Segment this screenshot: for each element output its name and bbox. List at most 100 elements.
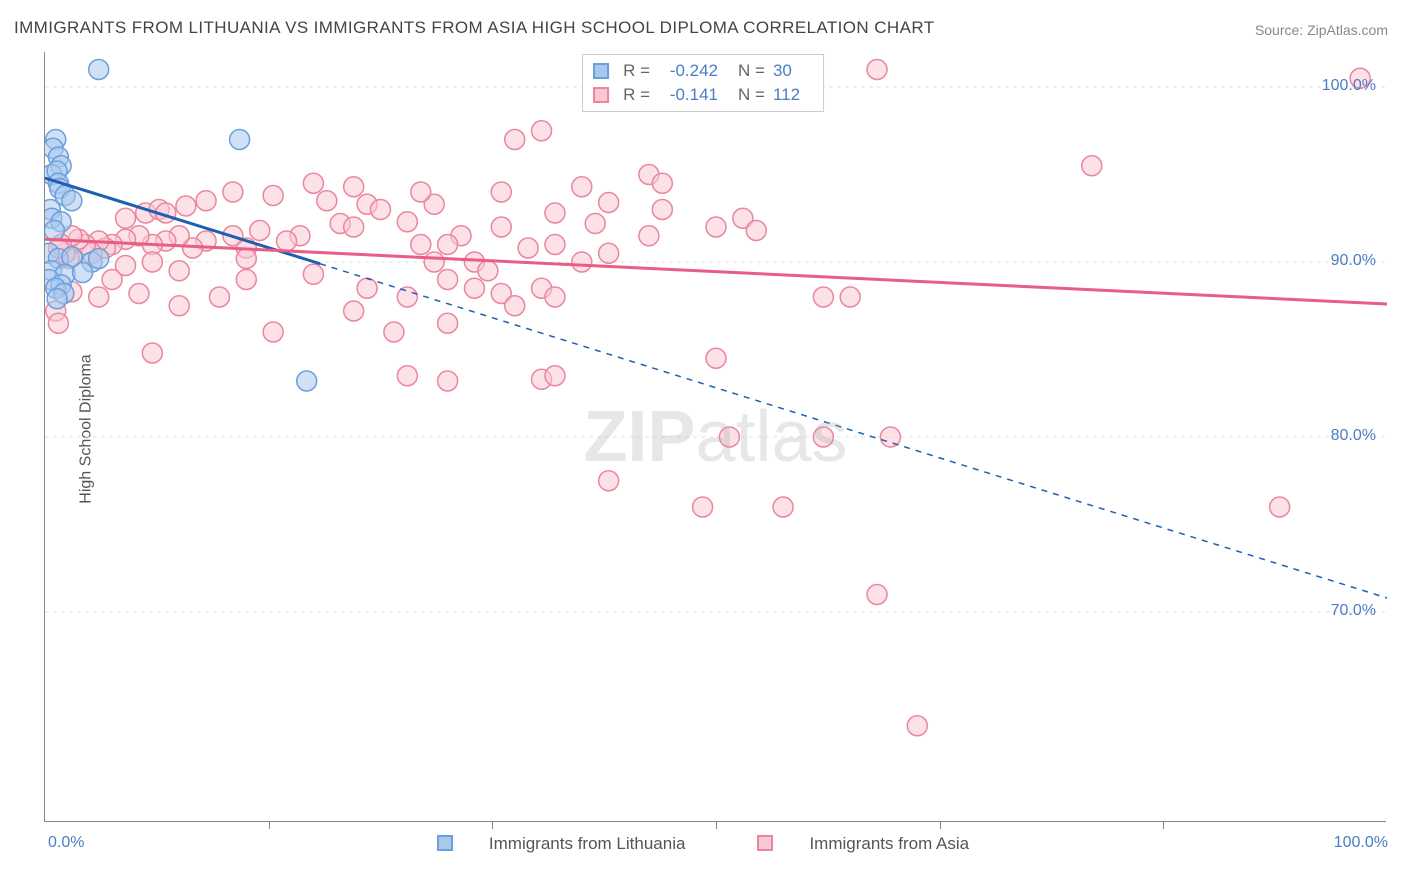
chart-title: IMMIGRANTS FROM LITHUANIA VS IMMIGRANTS … <box>14 18 934 38</box>
data-point <box>116 208 136 228</box>
x-tick <box>269 821 270 829</box>
n-label: N = <box>738 59 765 83</box>
data-point <box>478 261 498 281</box>
source-attribution: Source: ZipAtlas.com <box>1255 22 1388 38</box>
data-point <box>89 249 109 269</box>
data-point <box>599 471 619 491</box>
data-point <box>411 235 431 255</box>
data-point <box>491 217 511 237</box>
data-point <box>438 371 458 391</box>
legend-label: Immigrants from Lithuania <box>489 834 686 853</box>
data-point <box>169 296 189 316</box>
x-tick <box>716 821 717 829</box>
y-tick-label: 90.0% <box>1331 252 1376 270</box>
y-tick-label: 70.0% <box>1331 602 1376 620</box>
r-label: R = <box>623 83 650 107</box>
data-point <box>572 177 592 197</box>
data-point <box>424 252 444 272</box>
data-point <box>176 196 196 216</box>
data-point <box>411 182 431 202</box>
data-point <box>317 191 337 211</box>
data-point <box>209 287 229 307</box>
data-point <box>344 217 364 237</box>
data-point <box>230 130 250 150</box>
data-point <box>706 348 726 368</box>
data-point <box>867 60 887 80</box>
data-point <box>773 497 793 517</box>
data-point <box>746 221 766 241</box>
data-point <box>652 200 672 220</box>
data-point <box>142 252 162 272</box>
data-point <box>371 200 391 220</box>
trend-line-extrapolated <box>320 264 1387 598</box>
data-point <box>599 193 619 213</box>
data-point <box>599 243 619 263</box>
data-point <box>693 497 713 517</box>
data-point <box>397 287 417 307</box>
data-point <box>652 173 672 193</box>
data-point <box>169 261 189 281</box>
data-point <box>384 322 404 342</box>
data-point <box>303 173 323 193</box>
data-point <box>397 366 417 386</box>
data-point <box>545 366 565 386</box>
data-point <box>585 214 605 234</box>
series-swatch <box>593 87 609 103</box>
data-point <box>464 278 484 298</box>
series-swatch <box>593 63 609 79</box>
data-point <box>47 289 67 309</box>
r-value: -0.141 <box>658 83 718 107</box>
scatter-plot <box>45 52 1387 822</box>
data-point <box>438 235 458 255</box>
data-point <box>73 263 93 283</box>
data-point <box>719 427 739 447</box>
data-point <box>639 226 659 246</box>
data-point <box>545 203 565 223</box>
data-point <box>1270 497 1290 517</box>
data-point <box>491 182 511 202</box>
data-point <box>277 231 297 251</box>
data-point <box>438 270 458 290</box>
legend-item: Immigrants from Asia <box>739 834 987 853</box>
data-point <box>116 256 136 276</box>
y-tick-label: 80.0% <box>1331 427 1376 445</box>
n-label: N = <box>738 83 765 107</box>
data-point <box>545 287 565 307</box>
legend-swatch <box>757 835 773 851</box>
data-point <box>129 284 149 304</box>
r-label: R = <box>623 59 650 83</box>
data-point <box>89 60 109 80</box>
data-point <box>867 585 887 605</box>
data-point <box>518 238 538 258</box>
chart-container: IMMIGRANTS FROM LITHUANIA VS IMMIGRANTS … <box>0 0 1406 892</box>
bottom-legend: Immigrants from Lithuania Immigrants from… <box>0 834 1406 854</box>
stats-row: R = -0.141 N = 112 <box>593 83 813 107</box>
data-point <box>505 130 525 150</box>
data-point <box>706 217 726 237</box>
y-tick-label: 100.0% <box>1322 77 1376 95</box>
data-point <box>62 191 82 211</box>
data-point <box>142 343 162 363</box>
data-point <box>344 301 364 321</box>
x-tick <box>1163 821 1164 829</box>
data-point <box>297 371 317 391</box>
data-point <box>545 235 565 255</box>
data-point <box>196 191 216 211</box>
n-value: 112 <box>773 83 813 107</box>
data-point <box>236 249 256 269</box>
x-tick <box>492 821 493 829</box>
legend-item: Immigrants from Lithuania <box>419 834 704 853</box>
plot-area: ZIPatlas 100.0%90.0%80.0%70.0% <box>44 52 1386 822</box>
data-point <box>397 212 417 232</box>
data-point <box>840 287 860 307</box>
data-point <box>813 427 833 447</box>
legend-label: Immigrants from Asia <box>809 834 969 853</box>
data-point <box>263 186 283 206</box>
data-point <box>438 313 458 333</box>
stats-row: R =-0.242N =30 <box>593 59 813 83</box>
data-point <box>303 264 323 284</box>
data-point <box>813 287 833 307</box>
legend-swatch <box>437 835 453 851</box>
n-value: 30 <box>773 59 813 83</box>
data-point <box>89 287 109 307</box>
